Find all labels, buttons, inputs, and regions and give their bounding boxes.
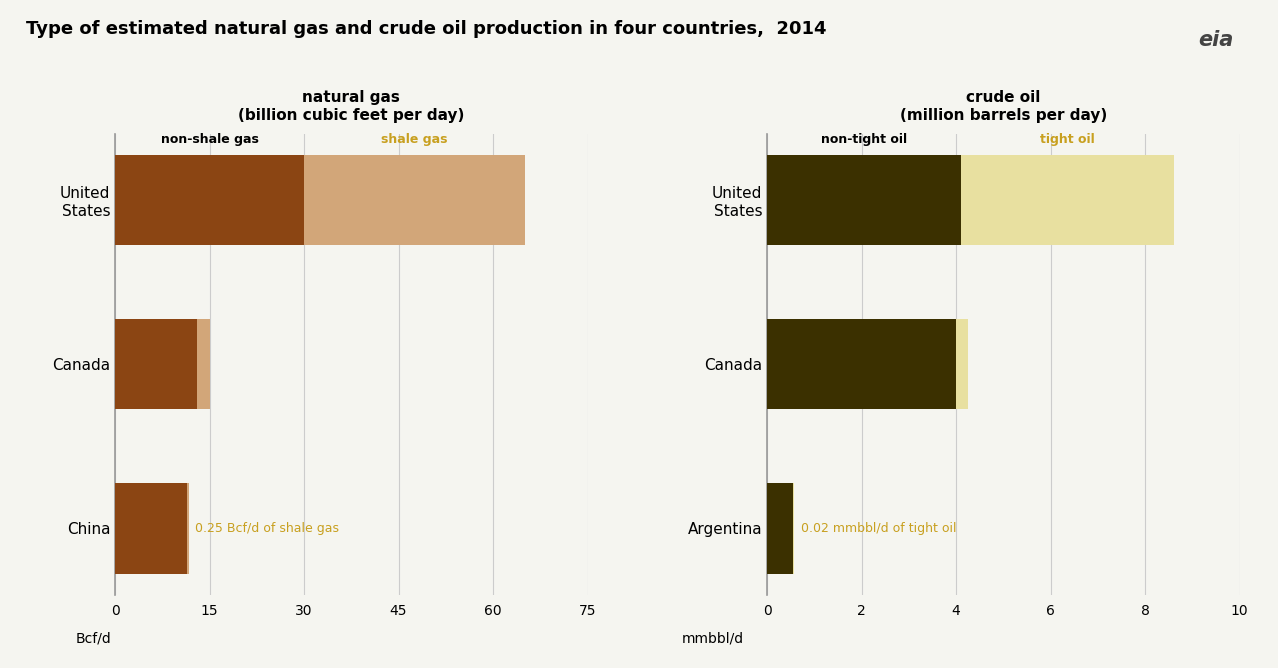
Title: crude oil
(million barrels per day): crude oil (million barrels per day) xyxy=(900,90,1107,123)
Bar xyxy=(767,483,794,574)
Bar xyxy=(956,319,967,409)
Bar xyxy=(188,483,189,574)
Bar xyxy=(115,483,188,574)
Text: 0.02 mmbbl/d of tight oil: 0.02 mmbbl/d of tight oil xyxy=(801,522,957,535)
Bar xyxy=(115,319,197,409)
Text: Type of estimated natural gas and crude oil production in four countries,  2014: Type of estimated natural gas and crude … xyxy=(26,20,826,38)
Bar xyxy=(767,319,956,409)
Bar xyxy=(961,154,1173,245)
Text: Bcf/d: Bcf/d xyxy=(77,631,112,645)
Text: tight oil: tight oil xyxy=(1040,134,1094,146)
Bar xyxy=(197,319,210,409)
Text: eia: eia xyxy=(1197,30,1233,50)
Text: non-shale gas: non-shale gas xyxy=(161,134,258,146)
Bar xyxy=(767,154,961,245)
Bar xyxy=(115,154,304,245)
Bar xyxy=(304,154,524,245)
Text: non-tight oil: non-tight oil xyxy=(820,134,907,146)
Text: shale gas: shale gas xyxy=(381,134,447,146)
Title: natural gas
(billion cubic feet per day): natural gas (billion cubic feet per day) xyxy=(238,90,464,123)
Text: mmbbl/d: mmbbl/d xyxy=(681,631,744,645)
Text: 0.25 Bcf/d of shale gas: 0.25 Bcf/d of shale gas xyxy=(196,522,340,535)
